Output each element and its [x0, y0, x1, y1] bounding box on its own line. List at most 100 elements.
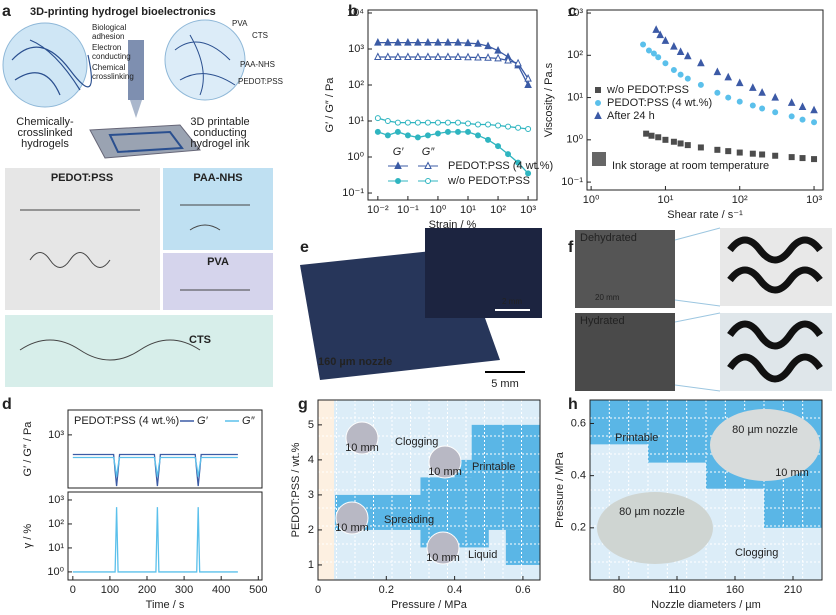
marker [725, 148, 732, 155]
y-tick-label: 10² [348, 79, 364, 91]
marker [394, 52, 402, 60]
photo-label: Dehydrated [580, 232, 637, 244]
series-line [377, 56, 529, 80]
marker [434, 130, 441, 137]
marker [494, 46, 502, 54]
y-tick-label: 10¹ [567, 91, 583, 103]
marker [444, 128, 451, 135]
x-axis-label: Shear rate / s⁻¹ [667, 209, 743, 221]
marker [464, 52, 472, 61]
region-label: Liquid [468, 549, 497, 561]
marker [454, 52, 462, 60]
marker [799, 155, 806, 162]
marker [414, 119, 421, 126]
marker [434, 52, 442, 60]
plot-frame [367, 9, 538, 201]
marker [677, 71, 684, 78]
legend-label: G′ [197, 415, 209, 427]
y-tick-label: 10¹ [48, 542, 64, 554]
marker [655, 134, 662, 141]
marker [697, 144, 704, 151]
formula [19, 204, 250, 361]
marker [404, 52, 412, 60]
region-label: Spreading [384, 514, 434, 526]
marker [384, 132, 391, 139]
marker [640, 41, 647, 48]
legend-title: PEDOT:PSS (4 wt.%) [74, 415, 179, 427]
y-axis-label: γ / % [22, 524, 34, 549]
printable-cell [505, 529, 540, 565]
marker [662, 60, 669, 67]
marker [759, 105, 766, 112]
marker [464, 38, 472, 47]
series-line [377, 131, 529, 174]
callout: Biological [92, 23, 126, 32]
plot-frame [67, 409, 263, 489]
panel-letter: c [568, 3, 577, 20]
callout: crosslinking [92, 72, 134, 81]
marker [424, 38, 432, 46]
marker [414, 52, 422, 60]
marker [749, 83, 757, 91]
printed-grid [108, 130, 184, 154]
photo-label: Hydrated [580, 315, 625, 327]
marker [434, 119, 441, 126]
marker [652, 25, 660, 33]
marker [374, 52, 382, 60]
x-tick-label: 10³ [520, 204, 536, 216]
x-tick-label: 110 [668, 584, 686, 596]
marker [788, 154, 795, 161]
inset-scale: 10 mm [426, 552, 460, 564]
marker [505, 123, 512, 130]
x-tick-label: 0.4 [447, 584, 462, 596]
marker [394, 128, 401, 135]
hydrogel-circle [2, 22, 88, 108]
marker [650, 50, 657, 57]
marker [505, 151, 512, 158]
marker [749, 150, 756, 157]
series-line [377, 117, 529, 130]
marker [404, 38, 412, 46]
photo-inset [425, 228, 542, 318]
y-tick-label: 10⁰ [47, 566, 64, 578]
y-axis-label: PEDOT:PSS / wt.% [290, 442, 302, 537]
y-tick-label: 4 [308, 454, 314, 466]
marker [525, 170, 532, 177]
marker [656, 30, 664, 39]
y-tick-label: 10³ [48, 494, 64, 506]
pattern [727, 236, 823, 383]
marker [504, 55, 512, 64]
printable-cell [590, 400, 648, 445]
series-line [72, 456, 238, 477]
x-tick-label: 10³ [806, 194, 822, 206]
marker [655, 54, 662, 61]
x-tick-label: 500 [249, 584, 267, 596]
callout: Chemical [92, 63, 126, 72]
marker [374, 38, 382, 46]
y-tick-label: 2 [308, 524, 314, 536]
panel-letter: b [348, 3, 358, 20]
marker [404, 119, 411, 126]
marker [425, 178, 431, 184]
marker [524, 74, 532, 82]
marker [736, 98, 743, 105]
marker [697, 58, 705, 67]
marker [771, 92, 779, 101]
y-tick-label: 10¹ [348, 115, 364, 127]
callout: PAA-NHS [240, 60, 275, 69]
x-tick-label: 10⁻² [367, 204, 389, 216]
structure-name: PAA-NHS [193, 172, 242, 184]
zoom-line [674, 227, 721, 392]
y-tick-label: 10² [567, 49, 583, 61]
x-tick-label: 10⁰ [430, 204, 447, 216]
marker [594, 111, 602, 119]
marker [474, 121, 481, 128]
marker [495, 143, 502, 150]
inset-photo [597, 492, 713, 564]
caption: crosslinked [17, 127, 72, 139]
inset-label: 80 µm nozzle [732, 424, 798, 436]
marker [595, 100, 601, 106]
legend-column: G″ [422, 146, 436, 158]
scale-label: 20 mm [595, 293, 620, 302]
marker [787, 98, 796, 106]
